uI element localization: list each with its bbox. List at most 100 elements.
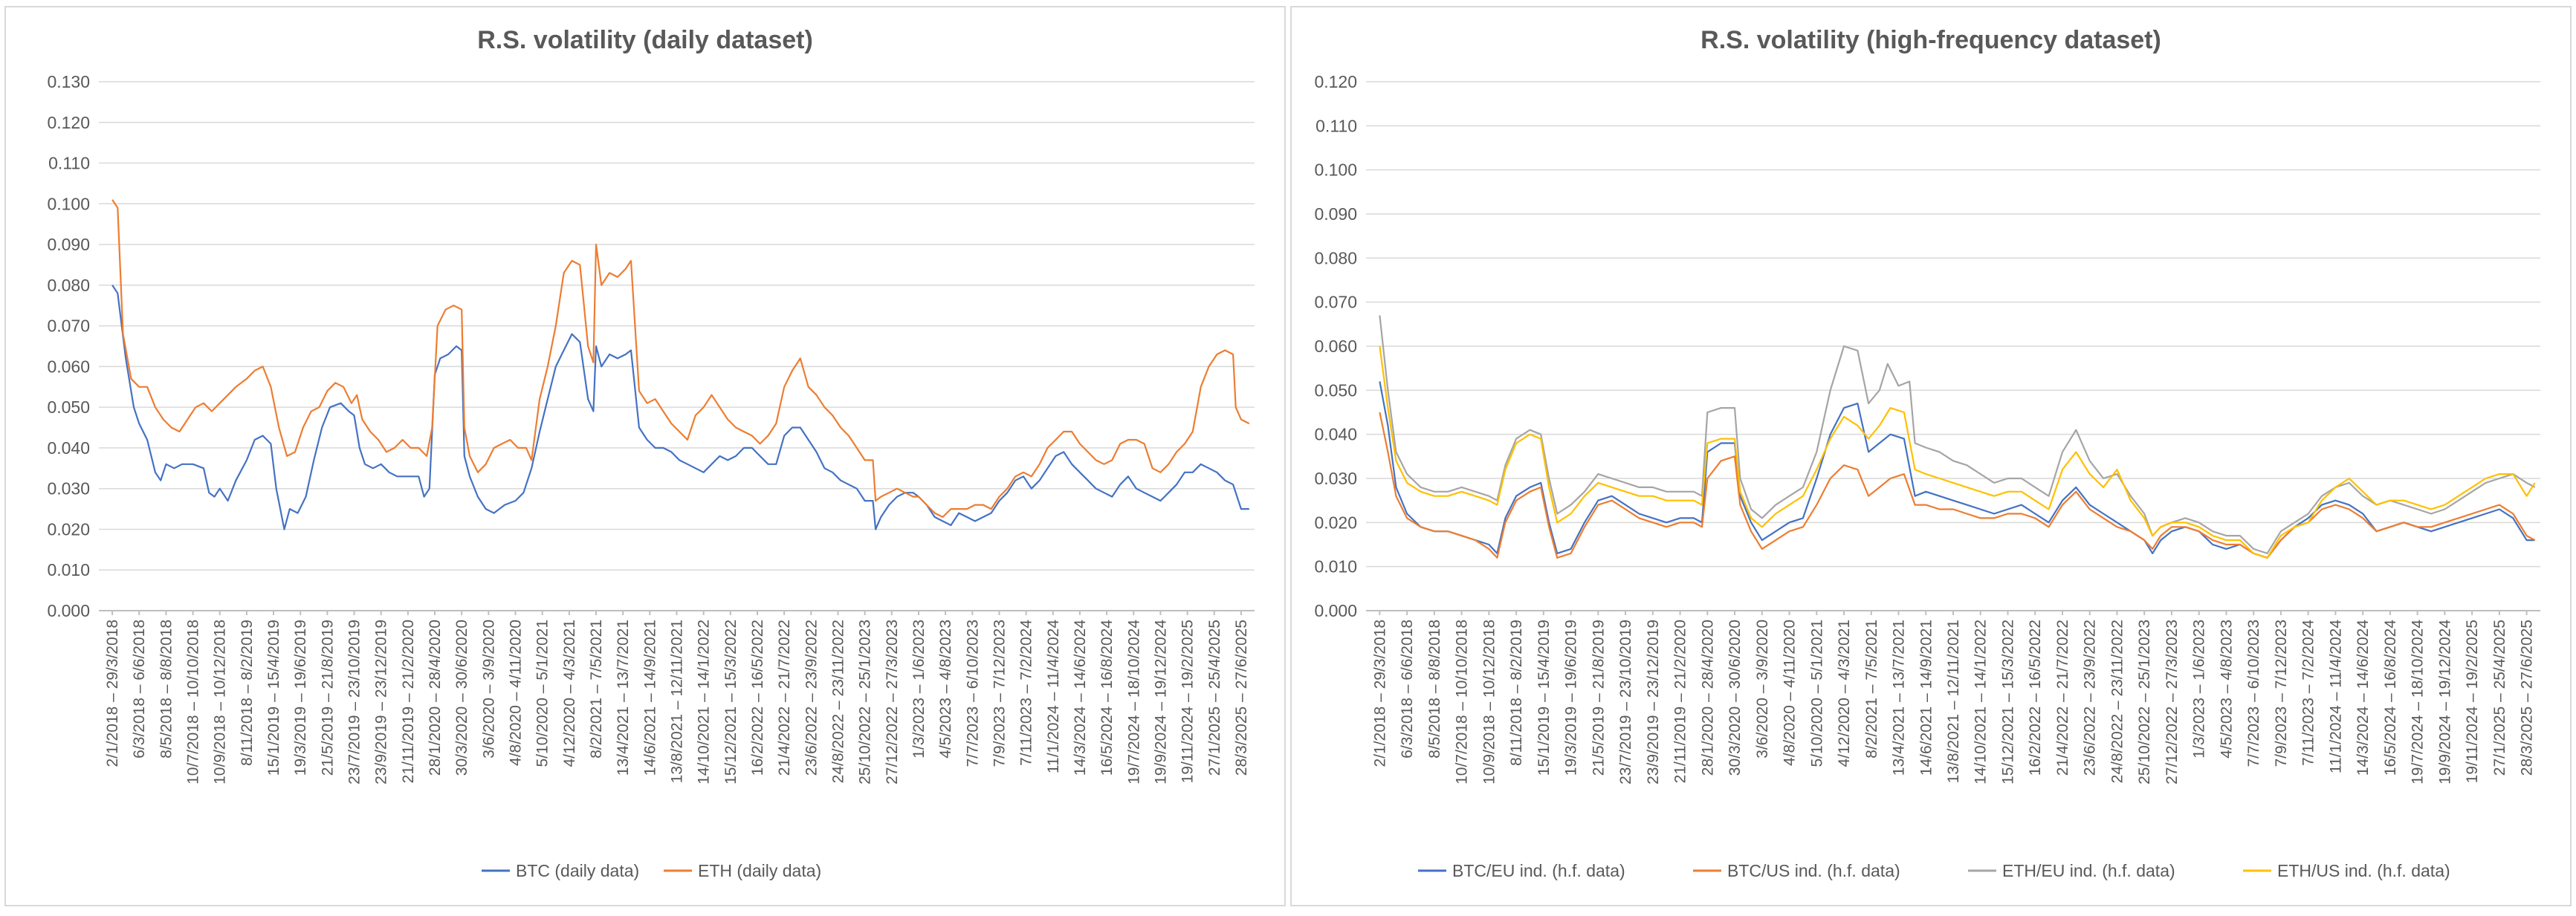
x-tick-label: 14/3/2024 – 14/6/2024 — [1072, 620, 1089, 776]
x-tick-label: 13/4/2021 – 13/7/2021 — [1891, 620, 1908, 776]
x-tick-label: 14/10/2021 – 14/1/2022 — [1973, 620, 1990, 785]
x-tick-label: 21/4/2022 – 21/7/2022 — [776, 620, 793, 776]
series-line-btc-daily-data — [111, 285, 1249, 530]
x-tick-label: 21/5/2019 – 21/8/2019 — [1590, 620, 1607, 776]
x-tick-label: 28/1/2020 – 28/4/2020 — [1699, 620, 1716, 776]
x-tick-label: 19/9/2024 – 19/12/2024 — [1152, 620, 1169, 785]
x-tick-label: 7/11/2023 – 7/2/2024 — [2300, 620, 2317, 766]
series-line-eth-daily-data — [111, 199, 1250, 519]
x-tick-label: 30/3/2020 – 30/6/2020 — [1726, 620, 1744, 776]
x-tick-label: 30/3/2020 – 30/6/2020 — [453, 620, 470, 776]
series-line-btc-us-ind-h-f-data — [1379, 412, 2536, 559]
y-tick-label: 0.040 — [47, 438, 90, 458]
x-tick-label: 8/11/2018 – 8/2/2019 — [239, 620, 256, 766]
x-tick-label: 23/9/2019 – 23/12/2019 — [373, 620, 390, 785]
chart-daily-svg: R.S. volatility (daily dataset) 0.000 0.01… — [47, 26, 1255, 880]
y-tick-label: 0.090 — [1314, 204, 1357, 224]
x-tick-label: 21/4/2022 – 21/7/2022 — [2054, 620, 2071, 776]
x-tick-label: 16/5/2024 – 16/8/2024 — [2382, 620, 2399, 776]
y-tick-label: 0.130 — [47, 72, 90, 91]
x-tick-label: 2/1/2018 – 29/3/2018 — [1371, 620, 1388, 767]
x-tick-label: 7/7/2023 – 6/10/2023 — [2245, 620, 2262, 767]
x-tick-label: 28/3/2025 – 27/6/2025 — [2519, 620, 2536, 776]
x-tick-label: 2/1/2018 – 29/3/2018 — [104, 620, 121, 767]
chart-high-frequency-svg: R.S. volatility (high-frequency dataset)… — [1314, 26, 2540, 880]
x-tick-label: 7/9/2023 – 7/12/2023 — [991, 620, 1008, 767]
x-tick-label: 10/7/2018 – 10/10/2018 — [185, 620, 202, 785]
x-tick-label: 27/1/2025 – 25/4/2025 — [2491, 620, 2508, 776]
x-tick-label: 13/8/2021 – 12/11/2021 — [1945, 620, 1962, 783]
legend-label: BTC (daily data) — [516, 861, 639, 880]
y-tick-label: 0.090 — [47, 235, 90, 254]
chart-panel-daily: R.S. volatility (daily dataset) 0.000 0.01… — [4, 6, 1286, 906]
x-tick-label: 27/12/2022 – 27/3/2023 — [2164, 620, 2181, 785]
x-tick-label: 6/3/2018 – 6/6/2018 — [1399, 620, 1416, 759]
x-tick-label: 23/6/2022 – 23/9/2022 — [803, 620, 820, 776]
chart-panel-high-frequency: R.S. volatility (high-frequency dataset)… — [1290, 6, 2572, 906]
y-tick-label: 0.110 — [1315, 116, 1357, 135]
x-tick-label: 10/9/2018 – 10/12/2018 — [212, 620, 229, 785]
legend-label: ETH/EU ind. (h.f. data) — [2002, 861, 2175, 880]
legend-item: ETH (daily data) — [664, 861, 821, 880]
y-tick-label: 0.040 — [1314, 425, 1357, 444]
y-tick-label: 0.060 — [47, 357, 90, 376]
y-tick-label: 0.050 — [47, 397, 90, 417]
y-tick-label: 0.100 — [47, 194, 90, 213]
x-tick-label: 3/6/2020 – 3/9/2020 — [480, 620, 497, 759]
x-tick-label: 4/12/2020 – 4/3/2021 — [1836, 620, 1853, 767]
y-tick-label: 0.050 — [1314, 380, 1357, 400]
x-tick-label: 19/9/2024 – 19/12/2024 — [2436, 620, 2453, 785]
x-tick-label: 19/3/2019 – 19/6/2019 — [1563, 620, 1580, 776]
x-tick-label: 6/3/2018 – 6/6/2018 — [131, 620, 148, 759]
x-tick-label: 19/7/2024 – 18/10/2024 — [1125, 620, 1142, 785]
y-tick-label: 0.030 — [47, 479, 90, 498]
y-tick-label: 0.020 — [47, 519, 90, 539]
y-tick-label: 0.100 — [1314, 160, 1357, 180]
y-tick-label: 0.000 — [1314, 601, 1357, 620]
y-tick-label: 0.060 — [1314, 337, 1357, 356]
y-tick-label: 0.080 — [1314, 248, 1357, 267]
y-tick-label: 0.110 — [48, 154, 90, 173]
x-tick-label: 8/5/2018 – 8/8/2018 — [158, 620, 175, 759]
y-tick-label: 0.000 — [47, 601, 90, 620]
x-tick-label: 23/9/2019 – 23/12/2019 — [1645, 620, 1662, 785]
y-tick-label: 0.010 — [47, 560, 90, 579]
x-tick-label: 8/11/2018 – 8/2/2019 — [1508, 620, 1525, 766]
x-tick-label: 1/3/2023 – 1/6/2023 — [910, 620, 928, 759]
x-tick-label: 14/6/2021 – 14/9/2021 — [1918, 620, 1935, 776]
legend-item: ETH/US ind. (h.f. data) — [2243, 861, 2450, 880]
x-tick-label: 15/12/2021 – 15/3/2022 — [1999, 620, 2016, 785]
x-tick-label: 21/11/2019 – 21/2/2020 — [400, 620, 417, 783]
x-tick-label: 11/1/2024 – 11/4/2024 — [2327, 620, 2344, 773]
x-tick-label: 4/5/2023 – 4/8/2023 — [2218, 620, 2235, 759]
x-tick-label: 14/3/2024 – 14/6/2024 — [2355, 620, 2372, 776]
x-tick-label: 13/8/2021 – 12/11/2021 — [669, 620, 686, 783]
x-tick-label: 4/12/2020 – 4/3/2021 — [561, 620, 578, 767]
y-tick-label: 0.070 — [1314, 293, 1357, 312]
x-tick-label: 24/8/2022 – 23/11/2022 — [829, 620, 847, 783]
legend-label: BTC/US ind. (h.f. data) — [1727, 861, 1900, 880]
x-tick-label: 3/6/2020 – 3/9/2020 — [1754, 620, 1771, 759]
legend-label: ETH/US ind. (h.f. data) — [2277, 861, 2450, 880]
x-tick-label: 7/9/2023 – 7/12/2023 — [2273, 620, 2290, 767]
x-tick-label: 11/1/2024 – 11/4/2024 — [1045, 620, 1062, 773]
x-tick-label: 8/2/2021 – 7/5/2021 — [1863, 620, 1880, 759]
x-tick-label: 23/7/2019 – 23/10/2019 — [346, 620, 363, 785]
y-tick-label: 0.010 — [1314, 557, 1357, 576]
y-tick-label: 0.030 — [1314, 469, 1357, 488]
x-tick-label: 16/2/2022 – 16/5/2022 — [2027, 620, 2044, 776]
x-tick-label: 19/11/2024 – 19/2/2025 — [2464, 620, 2481, 783]
y-tick-label: 0.080 — [47, 276, 90, 295]
x-tick-label: 16/2/2022 – 16/5/2022 — [749, 620, 766, 776]
chart-title: R.S. volatility (high-frequency dataset) — [1700, 26, 2161, 54]
x-tick-label: 4/5/2023 – 4/8/2023 — [937, 620, 954, 759]
x-tick-label: 1/3/2023 – 1/6/2023 — [2191, 620, 2208, 759]
x-tick-label: 28/1/2020 – 28/4/2020 — [427, 620, 444, 776]
x-tick-label: 19/3/2019 – 19/6/2019 — [292, 620, 309, 776]
x-tick-label: 10/9/2018 – 10/12/2018 — [1480, 620, 1498, 785]
y-tick-label: 0.070 — [47, 316, 90, 336]
x-tick-label: 23/7/2019 – 23/10/2019 — [1617, 620, 1634, 785]
x-tick-label: 16/5/2024 – 16/8/2024 — [1098, 620, 1116, 776]
x-tick-label: 28/3/2025 – 27/6/2025 — [1233, 620, 1250, 776]
y-tick-label: 0.120 — [47, 113, 90, 132]
